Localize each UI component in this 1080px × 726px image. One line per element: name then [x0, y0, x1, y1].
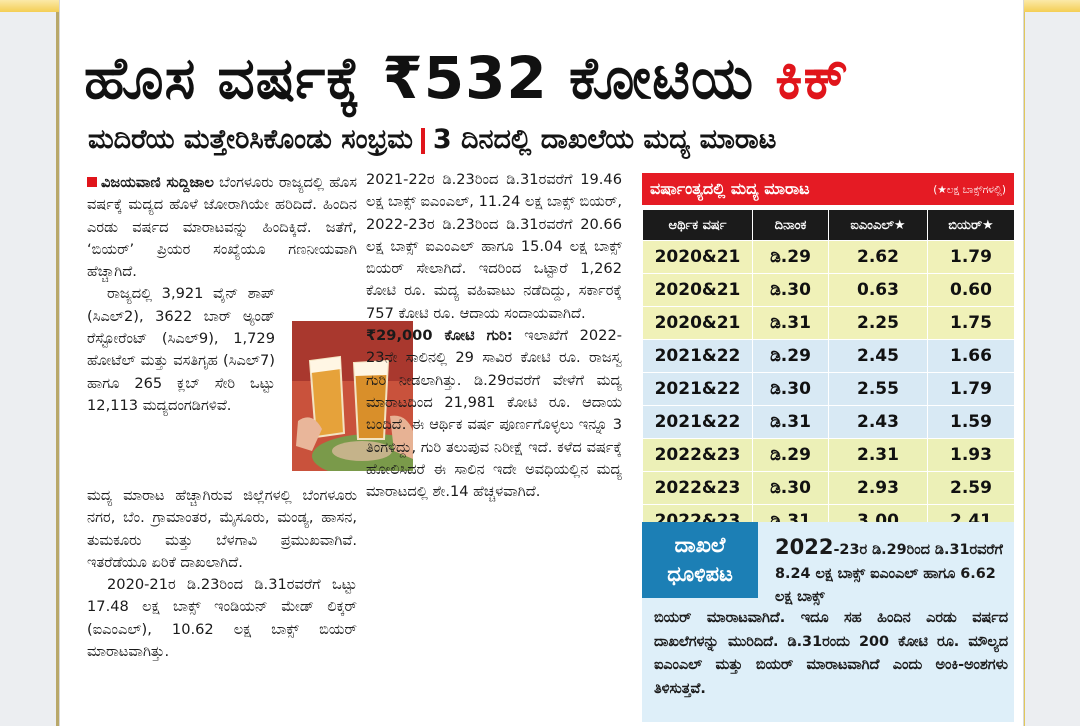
cell-date: ಡಿ.29	[752, 240, 829, 274]
cell-date: ಡಿ.30	[752, 471, 829, 505]
cell-beer: 1.79	[927, 372, 1015, 406]
newspaper-page: ಹೊಸ ವರ್ಷಕ್ಕೆ ₹532 ಕೋಟಿಯ ಕಿಕ್ ಮದಿರೆಯ ಮತ್ತ…	[60, 0, 1023, 726]
cell-fiscal-year: 2021&22	[642, 339, 753, 373]
cell-date: ಡಿ.30	[752, 372, 829, 406]
subhead-left: ಮದಿರೆಯ ಮತ್ತೇರಿಸಿಕೊಂಡು ಸಂಭ್ರಮ	[88, 124, 413, 155]
headline: ಹೊಸ ವರ್ಷಕ್ಕೆ ₹532 ಕೋಟಿಯ ಕಿಕ್	[84, 36, 1014, 120]
cell-beer: 0.60	[927, 273, 1015, 307]
headline-main: ಹೊಸ ವರ್ಷಕ್ಕೆ ₹532 ಕೋಟಿಯ	[84, 44, 776, 112]
beer-glasses-illustration	[292, 321, 413, 471]
cell-fiscal-year: 2021&22	[642, 405, 753, 439]
page-left-border	[56, 12, 61, 726]
cell-date: ಡಿ.31	[752, 405, 829, 439]
sales-table-title-text: ವರ್ಷಾಂತ್ಯದಲ್ಲಿ ಮದ್ಯ ಮಾರಾಟ	[650, 179, 810, 198]
table-row: 2022&23 ಡಿ.30 2.93 2.59	[642, 471, 1015, 505]
cell-date: ಡಿ.31	[752, 306, 829, 340]
cell-date: ಡಿ.29	[752, 339, 829, 373]
sales-table-unit: (★ಲಕ್ಷ ಬಾಕ್ಸ್‌ಗಳಲ್ಲಿ)	[933, 184, 1006, 196]
cell-iml: 2.93	[828, 471, 928, 505]
record-text-a: 2022-23ರ ಡಿ.29ರಿಂದ ಡಿ.31ರವರೆಗೆ 8.24 ಲಕ್ಷ…	[775, 535, 1007, 610]
table-row: 2020&21 ಡಿ.30 0.63 0.60	[642, 273, 1015, 307]
col1-paragraph-2: ರಾಜ್ಯದಲ್ಲಿ 3,921 ವೈನ್ ಶಾಪ್ (ಸಿಎಲ್2), 362…	[87, 285, 275, 414]
cell-fiscal-year: 2020&21	[642, 273, 753, 307]
col2-paragraph-2: ಇಲಾಖೆಗೆ 2022-23ನೇ ಸಾಲಿನಲ್ಲಿ 29 ಸಾವಿರ ಕೋಟ…	[366, 327, 622, 501]
stamp-line-2: ಧೂಳಿಪಟ	[667, 562, 733, 586]
cell-beer: 2.59	[927, 471, 1015, 505]
col1-paragraph-4: 2020-21ರ ಡಿ.23ರಿಂದ ಡಿ.31ರವರೆಗೆ ಒಟ್ಟು 17.…	[87, 576, 357, 661]
cell-beer: 1.79	[927, 240, 1015, 274]
cell-fiscal-year: 2022&23	[642, 471, 753, 505]
cell-beer: 1.93	[927, 438, 1015, 472]
sales-table-title: ವರ್ಷಾಂತ್ಯದಲ್ಲಿ ಮದ್ಯ ಮಾರಾಟ (★ಲಕ್ಷ ಬಾಕ್ಸ್‌ಗ…	[642, 173, 1014, 205]
cell-fiscal-year: 2020&21	[642, 306, 753, 340]
table-row: 2020&21 ಡಿ.31 2.25 1.75	[642, 306, 1015, 340]
header-beer: ಬಿಯರ್★	[927, 209, 1015, 241]
cell-iml: 2.43	[828, 405, 928, 439]
page-right-border	[1021, 12, 1025, 726]
table-row: 2022&23 ಡಿ.29 2.31 1.93	[642, 438, 1015, 472]
sales-table-box: ವರ್ಷಾಂತ್ಯದಲ್ಲಿ ಮದ್ಯ ಮಾರಾಟ (★ಲಕ್ಷ ಬಾಕ್ಸ್‌ಗ…	[642, 173, 1015, 538]
col1-paragraph-1: ಬೆಂಗಳೂರು ರಾಜ್ಯದಲ್ಲಿ ಹೊಸ ವರ್ಷಕ್ಕೆ ಮದ್ಯದ ಹ…	[87, 174, 357, 281]
cell-iml: 2.55	[828, 372, 928, 406]
header-date: ದಿನಾಂಕ	[752, 209, 829, 241]
cell-beer: 1.59	[927, 405, 1015, 439]
article-column-1-continued: ಮದ್ಯ ಮಾರಾಟ ಹೆಚ್ಚಾಗಿರುವ ಜಿಲ್ಲೆಗಳಲ್ಲಿ ಬೆಂಗ…	[87, 485, 357, 663]
record-text-a-body: -23ರ ಡಿ.29ರಿಂದ ಡಿ.31ರವರೆಗೆ 8.24 ಲಕ್ಷ ಬಾಕ…	[775, 542, 1003, 605]
byline: ವಿಜಯವಾಣಿ ಸುದ್ದಿಜಾಲ	[101, 174, 214, 191]
cell-fiscal-year: 2022&23	[642, 438, 753, 472]
header-iml: ಐಎಂಎಲ್★	[828, 209, 928, 241]
cell-iml: 2.45	[828, 339, 928, 373]
headline-accent: ಕಿಕ್	[775, 44, 850, 112]
cell-beer: 1.66	[927, 339, 1015, 373]
cell-iml: 2.62	[828, 240, 928, 274]
subheadline: ಮದಿರೆಯ ಮತ್ತೇರಿಸಿಕೊಂಡು ಸಂಭ್ರಮ 3 ದಿನದಲ್ಲಿ ದ…	[88, 120, 1018, 160]
col2-paragraph-1: 2021-22ರ ಡಿ.23ರಿಂದ ಡಿ.31ರವರೆಗೆ 19.46 ಲಕ್…	[366, 171, 622, 322]
cell-iml: 0.63	[828, 273, 928, 307]
sales-table: ಆರ್ಥಿಕ ವರ್ಷ ದಿನಾಂಕ ಐಎಂಎಲ್★ ಬಿಯರ್★ 2020&2…	[642, 209, 1015, 538]
table-row: 2021&22 ಡಿ.30 2.55 1.79	[642, 372, 1015, 406]
sales-table-body: 2020&21 ಡಿ.29 2.62 1.79 2020&21 ಡಿ.30 0.63 0.60…	[642, 240, 1015, 538]
subhead-right: 3 ದಿನದಲ್ಲಿ ದಾಖಲೆಯ ಮದ್ಯ ಮಾರಾಟ	[432, 124, 777, 155]
stamp-line-1: ದಾಖಲೆ	[674, 533, 726, 557]
cell-beer: 1.75	[927, 306, 1015, 340]
cell-date: ಡಿ.29	[752, 438, 829, 472]
cell-date: ಡಿ.30	[752, 273, 829, 307]
record-year: 2022	[775, 535, 834, 559]
table-row: 2021&22 ಡಿ.29 2.45 1.66	[642, 339, 1015, 373]
article-column-2: 2021-22ರ ಡಿ.23ರಿಂದ ಡಿ.31ರವರೆಗೆ 19.46 ಲಕ್…	[366, 169, 622, 503]
col2-subheading: ₹29,000 ಕೋಟಿ ಗುರಿ:	[366, 327, 513, 345]
beer-glasses-photo	[292, 321, 413, 471]
table-header-row: ಆರ್ಥಿಕ ವರ್ಷ ದಿನಾಂಕ ಐಎಂಎಲ್★ ಬಿಯರ್★	[642, 209, 1015, 241]
byline-square-icon	[87, 177, 97, 187]
article-column-1: ವಿಜಯವಾಣಿ ಸುದ್ದಿಜಾಲ ಬೆಂಗಳೂರು ರಾಜ್ಯದಲ್ಲಿ ಹ…	[87, 172, 357, 417]
record-broken-box: ದಾಖಲೆ ಧೂಳಿಪಟ 2022-23ರ ಡಿ.29ರಿಂದ ಡಿ.31ರವರ…	[642, 522, 1014, 722]
record-text-b: ಬಿಯರ್ ಮಾರಾಟವಾಗಿದೆ. ಇದೂ ಸಹ ಹಿಂದಿನ ಎರಡು ವರ…	[654, 610, 1008, 697]
cell-fiscal-year: 2020&21	[642, 240, 753, 274]
col1-paragraph-3: ಮದ್ಯ ಮಾರಾಟ ಹೆಚ್ಚಾಗಿರುವ ಜಿಲ್ಲೆಗಳಲ್ಲಿ ಬೆಂಗ…	[87, 487, 357, 571]
cell-iml: 2.25	[828, 306, 928, 340]
subhead-separator	[420, 127, 425, 154]
header-fiscal-year: ಆರ್ಥಿಕ ವರ್ಷ	[642, 209, 753, 241]
table-row: 2020&21 ಡಿ.29 2.62 1.79	[642, 240, 1015, 274]
cell-fiscal-year: 2021&22	[642, 372, 753, 406]
cell-iml: 2.31	[828, 438, 928, 472]
table-row: 2021&22 ಡಿ.31 2.43 1.59	[642, 405, 1015, 439]
record-stamp: ದಾಖಲೆ ಧೂಳಿಪಟ	[642, 522, 758, 598]
